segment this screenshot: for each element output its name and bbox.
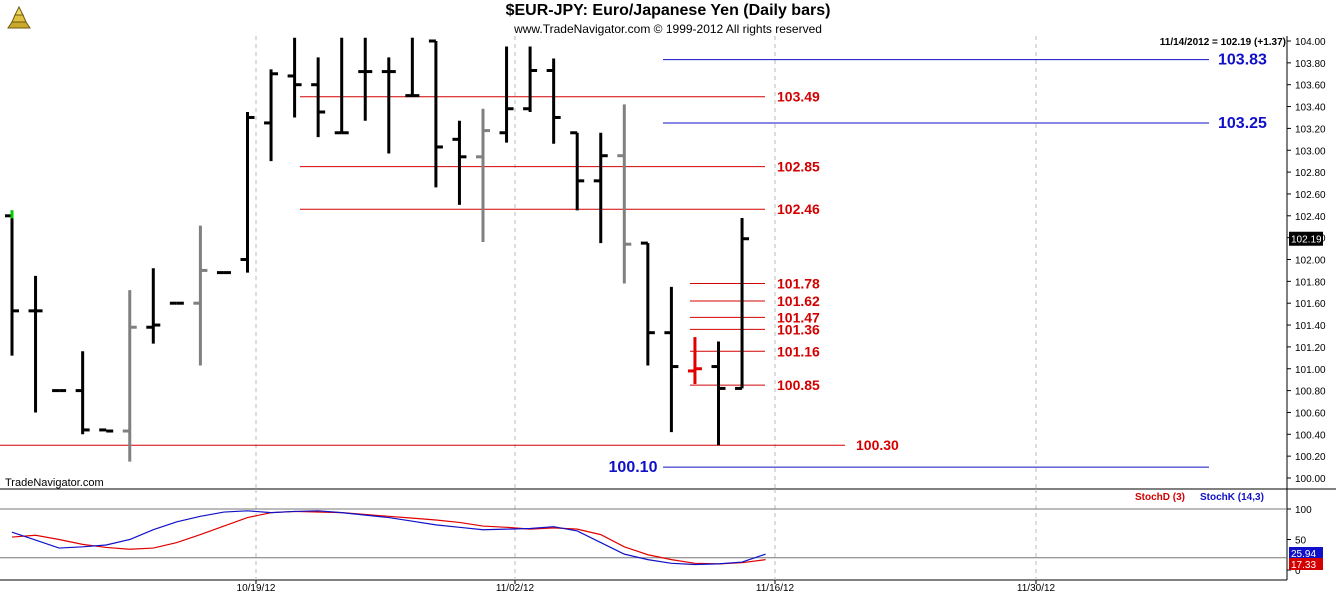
price-tick-label: 101.20: [1295, 343, 1326, 354]
price-tick-label: 103.60: [1295, 81, 1326, 92]
price-tick-label: 103.20: [1295, 124, 1326, 135]
ohlc-bar: [358, 37, 373, 121]
price-tick-label: 100.20: [1295, 452, 1326, 463]
stoch-tick-label: 50: [1295, 536, 1307, 547]
price-tick-label: 102.80: [1295, 168, 1326, 179]
ohlc-bar: [664, 286, 679, 433]
ohlc-bar: [546, 58, 561, 144]
ohlc-bar: [381, 57, 396, 154]
level-label: 103.49: [777, 89, 820, 105]
ohlc-bar: [735, 217, 750, 390]
chart-subtitle: www.TradeNavigator.com © 1999-2012 All r…: [514, 22, 822, 36]
time-tick-label: 10/19/12: [237, 583, 276, 594]
level-label: 101.62: [777, 293, 820, 309]
level-label: 101.36: [777, 321, 820, 337]
level-label: 100.85: [777, 377, 820, 393]
ohlc-bar: [687, 337, 702, 385]
stoch-last-box: [1289, 558, 1323, 570]
level-label: 103.25: [1218, 115, 1267, 132]
ohlc-bar: [334, 37, 349, 135]
price-tick-label: 100.80: [1295, 387, 1326, 398]
level-label: 100.10: [609, 459, 658, 476]
ohlc-bar: [570, 131, 585, 211]
price-tick-label: 102.00: [1295, 256, 1326, 267]
ohlc-bar: [593, 132, 608, 244]
legend-stochd: StochD (3): [1135, 492, 1185, 503]
ohlc-bar: [476, 108, 490, 243]
ohlc-bar: [452, 120, 467, 205]
ohlc-bar: [240, 112, 255, 273]
price-tick-label: 100.60: [1295, 408, 1326, 419]
ohlc-bar: [311, 57, 326, 138]
level-label: 101.16: [777, 343, 820, 359]
ohlc-bar: [99, 428, 114, 433]
price-tick-label: 103.40: [1295, 103, 1326, 114]
price-tick-label: 101.00: [1295, 365, 1326, 376]
watermark-text: TradeNavigator.com: [5, 477, 104, 489]
last-value-label: 102.19: [1291, 235, 1322, 246]
stoch-tick-label: 100: [1295, 505, 1312, 516]
legend-stochk: StochK (14,3): [1200, 492, 1264, 503]
ohlc-bar: [264, 69, 279, 162]
ohlc-bar: [122, 290, 137, 462]
price-tick-label: 103.80: [1295, 59, 1326, 70]
ohlc-bar: [146, 268, 161, 344]
stoch-last-label: 17.33: [1291, 560, 1316, 571]
price-tick-label: 103.00: [1295, 146, 1326, 157]
stoch-series-line: [11, 510, 766, 566]
level-label: 103.83: [1218, 52, 1267, 69]
ohlc-bar: [640, 241, 655, 366]
price-tick-label: 101.80: [1295, 277, 1326, 288]
level-label: 101.78: [777, 276, 820, 292]
ohlc-bar: [617, 104, 632, 284]
level-label: 102.85: [777, 159, 820, 175]
stoch-tick-label: 0: [1295, 566, 1301, 577]
level-label: 101.47: [777, 309, 820, 325]
ohlc-bar: [28, 275, 43, 413]
price-tick-label: 104.00: [1295, 37, 1326, 48]
price-tick-label: 100.00: [1295, 474, 1326, 485]
level-label: 102.46: [777, 201, 820, 217]
price-tick-label: 100.40: [1295, 430, 1326, 441]
time-tick-label: 11/16/12: [756, 583, 795, 594]
price-tick-label: 101.40: [1295, 321, 1326, 332]
price-tick-label: 102.60: [1295, 190, 1326, 201]
price-tick-label: 102.40: [1295, 212, 1326, 223]
ohlc-bar: [287, 37, 302, 118]
time-tick-label: 11/30/12: [1017, 583, 1056, 594]
ohlc-bar: [711, 341, 726, 446]
last-value-box: [1289, 231, 1323, 246]
stoch-series-line: [11, 510, 766, 565]
ohlc-bar: [193, 225, 208, 366]
ohlc-bar: [75, 351, 90, 435]
price-tick-label: 101.60: [1295, 299, 1326, 310]
stoch-last-label: 25.94: [1291, 549, 1316, 560]
last-value-readout: 11/14/2012 = 102.19 (+1.37): [1159, 37, 1286, 48]
time-tick-label: 11/02/12: [496, 583, 535, 594]
ohlc-bar: [5, 210, 19, 356]
ohlc-bar: [405, 37, 420, 98]
ohlc-bar: [499, 46, 514, 143]
ohlc-bar: [523, 46, 538, 113]
ohlc-bar: [428, 39, 443, 188]
level-label: 100.30: [856, 437, 899, 453]
stoch-last-box: [1289, 547, 1323, 559]
chart-title: $EUR-JPY: Euro/Japanese Yen (Daily bars): [505, 2, 831, 19]
trade-navigator-logo-icon: [4, 4, 34, 39]
